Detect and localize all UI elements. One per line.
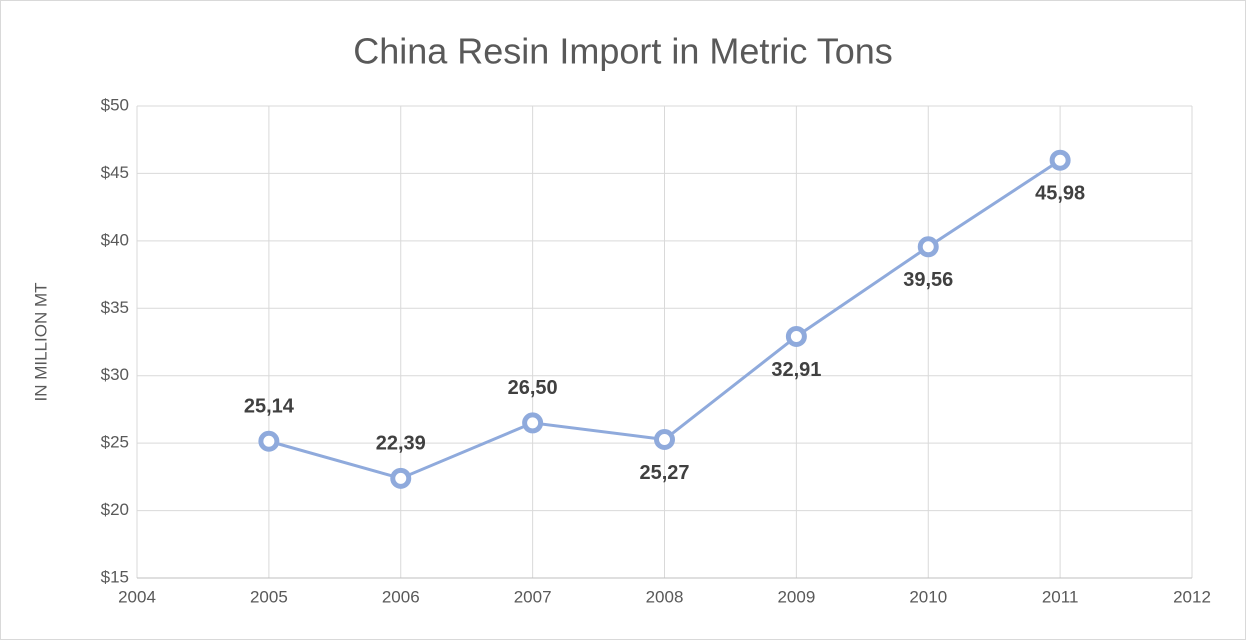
y-tick-label: $50 (101, 95, 129, 114)
y-tick-label: $15 (101, 567, 129, 586)
x-tick-label: 2006 (382, 587, 420, 606)
y-tick-label: $25 (101, 433, 129, 452)
chart-title: China Resin Import in Metric Tons (353, 31, 893, 72)
y-tick-label: $35 (101, 298, 129, 317)
marker (522, 412, 544, 434)
y-tick-label: $20 (101, 500, 129, 519)
marker (917, 236, 939, 258)
x-tick-label: 2007 (514, 587, 552, 606)
x-tick-label: 2004 (118, 587, 156, 606)
marker (258, 430, 280, 452)
data-label: 25,27 (639, 462, 689, 484)
x-tick-label: 2012 (1173, 587, 1211, 606)
marker (1049, 149, 1071, 171)
x-tick-label: 2009 (777, 587, 815, 606)
y-tick-label: $45 (101, 163, 129, 182)
marker (654, 429, 675, 451)
data-label: 39,56 (903, 269, 953, 291)
x-tick-label: 2008 (646, 587, 684, 606)
x-tick-label: 2010 (909, 587, 947, 606)
marker (785, 325, 807, 347)
marker (390, 467, 412, 489)
y-axis-label: IN MILLION MT (31, 282, 50, 401)
data-label: 26,50 (508, 377, 558, 399)
data-label: 25,14 (244, 396, 295, 418)
data-label: 22,39 (376, 433, 426, 455)
x-tick-label: 2005 (250, 587, 288, 606)
y-tick-label: $40 (101, 230, 129, 249)
data-label: 45,98 (1035, 182, 1085, 204)
data-label: 32,91 (771, 359, 821, 381)
y-tick-label: $30 (101, 365, 129, 384)
x-tick-label: 2011 (1042, 587, 1079, 606)
